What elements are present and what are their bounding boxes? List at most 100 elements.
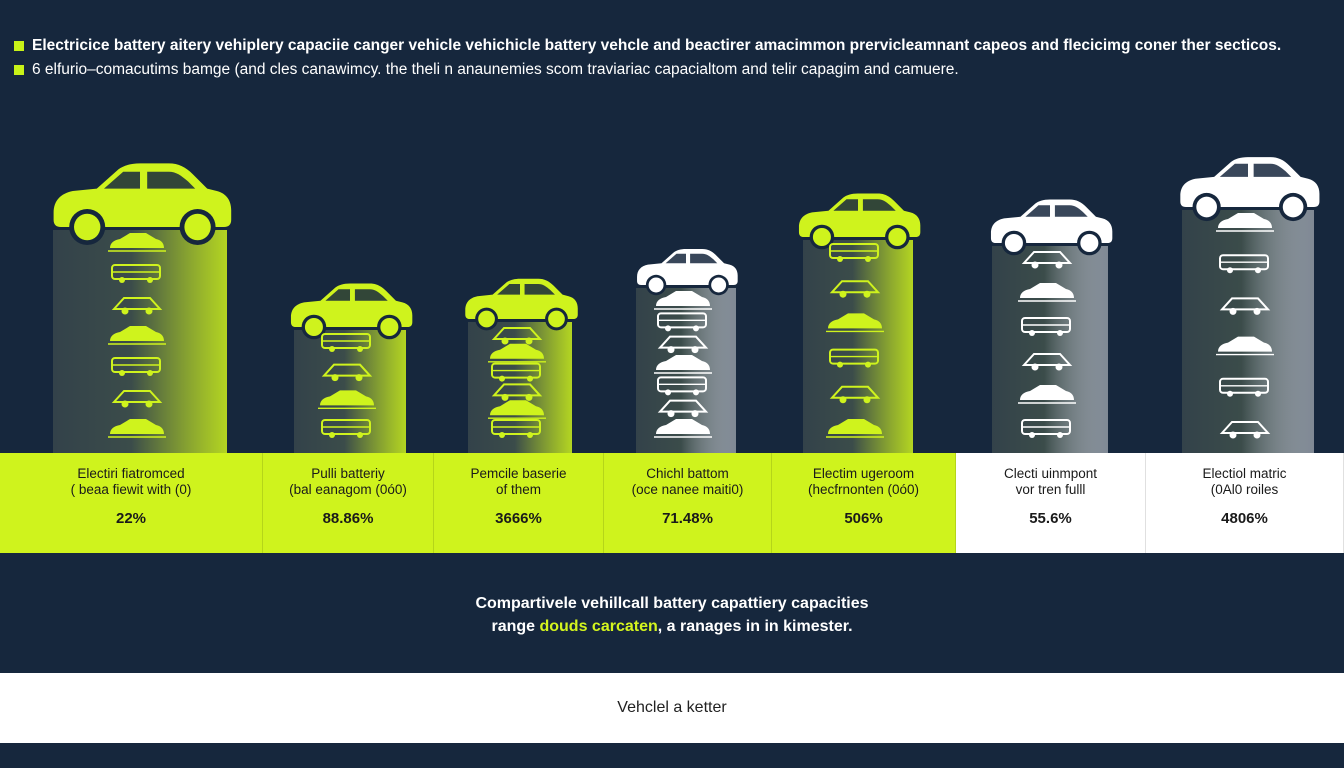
mini-vehicle-icon	[488, 343, 546, 363]
mini-vehicle-icon	[1216, 336, 1274, 356]
cell-label-line-2: (bal eanagom (0ó0)	[289, 482, 407, 497]
footer-label: Vehclel a ketter	[617, 699, 727, 716]
footer-bar: Vehclel a ketter	[0, 673, 1344, 743]
car-icon	[290, 283, 413, 340]
cell-label-line-1: Pemcile baserie	[470, 466, 567, 481]
mini-vehicle-icon	[657, 399, 709, 418]
car-icon	[53, 163, 232, 245]
table-cell: Electim ugeroom (hecfrnonten (0ó0) 506%	[772, 453, 956, 553]
mini-vehicle-icon	[1021, 419, 1071, 438]
bar	[53, 230, 227, 456]
header-line-1: Electricice battery aitery vehiplery cap…	[14, 37, 1334, 64]
mini-vehicle-icon	[829, 385, 881, 404]
comparison-table: Electiri fiatromced( beaa fiewit with (0…	[0, 453, 1344, 553]
car-icon	[990, 199, 1113, 256]
mini-vehicle-icon	[829, 280, 881, 298]
mini-vehicle-icon	[657, 376, 707, 396]
mini-vehicle-icon	[108, 419, 166, 438]
header-line-2: 6 elfurio–comacutims bamge (and cles can…	[14, 61, 1334, 88]
caption-line-2-pre: range	[491, 618, 540, 635]
bar-group	[290, 283, 413, 456]
mini-vehicle-icon	[1216, 213, 1274, 232]
bar-group	[1180, 157, 1320, 456]
mini-vehicle-icon	[321, 363, 373, 382]
cell-label-line-1: Clecti uinmpont	[1003, 466, 1098, 481]
mini-vehicle-icon	[491, 419, 541, 438]
cell-value: 88.86%	[322, 510, 374, 527]
mini-vehicle-icon	[111, 264, 161, 283]
mini-vehicle-icon	[111, 390, 163, 408]
bar	[1182, 210, 1314, 456]
bar-group	[798, 193, 921, 456]
cell-value: 3666%	[495, 510, 542, 527]
mini-vehicle-icon	[657, 312, 707, 332]
mini-vehicle-icon	[491, 362, 541, 382]
mini-vehicle-icon	[491, 327, 543, 345]
chart-caption: Compartivele vehillcall battery capattie…	[0, 592, 1344, 638]
mini-vehicle-icon	[826, 419, 884, 438]
bar-group	[53, 163, 232, 456]
table-cell: Chichl battom (oce nanee maiti0) 71.48%	[604, 453, 772, 553]
caption-line-2-post: , a ranages in in kimester.	[657, 618, 853, 635]
car-icon	[1180, 157, 1320, 222]
bullet-square-icon	[14, 41, 24, 51]
mini-vehicle-icon	[1021, 317, 1071, 336]
bar	[468, 322, 572, 456]
mini-vehicle-icon	[111, 357, 161, 376]
bottom-band	[0, 743, 1344, 768]
bar-group	[465, 278, 578, 456]
table-cell: Electiol matric (0Al0 roiles 4806%	[1146, 453, 1344, 553]
cell-label-line-2: of them	[495, 482, 542, 497]
cell-label-line-1: Electiri fiatromced	[77, 466, 185, 481]
mini-vehicle-icon	[826, 313, 884, 333]
car-icon	[637, 248, 738, 296]
mini-vehicle-icon	[108, 326, 166, 345]
car-icon	[798, 193, 921, 250]
mini-vehicle-icon	[321, 333, 371, 352]
mini-vehicle-icon	[108, 233, 166, 252]
caption-line-1: Compartivele vehillcall battery capattie…	[475, 595, 869, 612]
bar-group	[636, 248, 738, 456]
vehicle-battery-chart	[53, 157, 1320, 456]
mini-vehicle-icon	[654, 355, 712, 374]
cell-value: 71.48%	[662, 510, 713, 527]
mini-vehicle-icon	[1219, 254, 1269, 274]
mini-vehicle-icon	[1021, 353, 1073, 371]
cell-label-line-2: (oce nanee maiti0)	[631, 482, 744, 497]
mini-vehicle-icon	[654, 291, 712, 310]
mini-vehicle-icon	[1018, 385, 1076, 404]
mini-vehicle-icon	[1018, 283, 1076, 302]
bar-group	[990, 199, 1113, 456]
mini-vehicle-icon	[1219, 421, 1271, 439]
header-subtitle: 6 elfurio–comacutims bamge (and cles can…	[32, 61, 959, 78]
mini-vehicle-icon	[657, 335, 709, 354]
mini-vehicle-icon	[488, 400, 546, 419]
cell-label-line-1: Electiol matric	[1202, 466, 1287, 481]
cell-value: 22%	[115, 510, 147, 527]
cell-label-line-1: Chichl battom	[646, 466, 729, 481]
bullet-square-icon	[14, 65, 24, 75]
caption-highlight: douds carcaten	[539, 618, 658, 635]
cell-label-line-1: Pulli batteriy	[311, 466, 385, 481]
table-cell: Pulli batteriy (bal eanagom (0ó0) 88.86%	[263, 453, 434, 553]
mini-vehicle-icon	[654, 419, 712, 438]
mini-vehicle-icon	[111, 297, 163, 315]
mini-vehicle-icon	[829, 243, 879, 262]
mini-vehicle-icon	[1021, 251, 1073, 269]
mini-vehicle-icon	[321, 419, 371, 438]
header: Electricice battery aitery vehiplery cap…	[14, 37, 1334, 88]
cell-value: 4806%	[1221, 510, 1268, 527]
cell-value: 55.6%	[1029, 510, 1072, 527]
mini-vehicle-icon	[1219, 377, 1269, 397]
mini-vehicle-icon	[491, 383, 543, 401]
header-title: Electricice battery aitery vehiplery cap…	[32, 37, 1282, 54]
mini-vehicle-icon	[1219, 297, 1271, 315]
table-cell: Electiri fiatromced( beaa fiewit with (0…	[0, 453, 263, 553]
table-cell: Pemcile baserie of them 3666%	[434, 453, 604, 553]
cell-label-line-2: (hecfrnonten (0ó0)	[807, 482, 920, 497]
table-cell: Clecti uinmpont vor tren fulll 55.6%	[956, 453, 1146, 553]
caption-line-2: range douds carcaten, a ranages in in ki…	[0, 615, 1344, 638]
cell-label-line-2: vor tren fulll	[1015, 482, 1086, 497]
cell-value: 506%	[844, 510, 883, 527]
cell-label-line-1: Electim ugeroom	[812, 466, 915, 481]
